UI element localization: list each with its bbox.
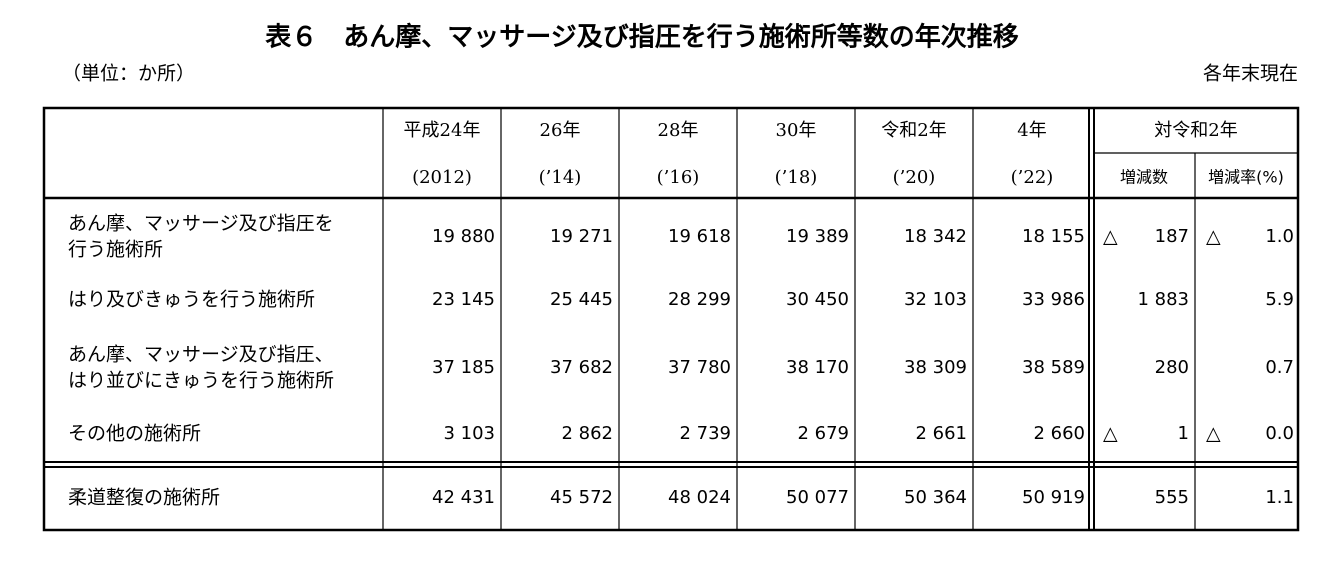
cell-value: 3 103 [443, 423, 495, 444]
compare-header: 対令和2年 [1154, 120, 1237, 141]
cell-value: 50 077 [786, 487, 849, 508]
column-era: 30年 [776, 120, 817, 141]
change-value: 187 [1155, 226, 1189, 247]
cell-value: 50 919 [1022, 487, 1085, 508]
cell-value: 38 170 [786, 357, 849, 378]
change-sign: △ [1103, 226, 1118, 248]
cell-value: 19 880 [432, 226, 495, 247]
cell-value: 19 618 [668, 226, 731, 247]
rate-value: 0.7 [1265, 357, 1294, 378]
cell-value: 42 431 [432, 487, 495, 508]
rate-value: 0.0 [1265, 423, 1294, 444]
column-year: (’14) [539, 167, 582, 188]
row-label: あん摩、マッサージ及び指圧、 [68, 344, 334, 366]
cell-value: 32 103 [904, 289, 967, 310]
row-label: あん摩、マッサージ及び指圧を [68, 213, 334, 235]
column-year: (2012) [412, 167, 472, 188]
change-value: 1 [1178, 423, 1189, 444]
as-of: 各年末現在 [1203, 63, 1298, 85]
cell-value: 37 185 [432, 357, 495, 378]
table-lines [42, 106, 1300, 532]
cell-value: 18 155 [1022, 226, 1085, 247]
column-year: (’22) [1011, 167, 1054, 188]
row-label: 行う施術所 [68, 239, 163, 261]
cell-value: 28 299 [668, 289, 731, 310]
cell-value: 19 271 [550, 226, 613, 247]
rate-header: 増減率(%) [1208, 168, 1284, 187]
column-year: (’16) [657, 167, 700, 188]
cell-value: 38 309 [904, 357, 967, 378]
row-label: はり及びきゅうを行う施術所 [68, 289, 315, 311]
column-era: 4年 [1017, 120, 1046, 141]
rate-value: 1.1 [1265, 487, 1294, 508]
column-era: 令和2年 [881, 120, 946, 141]
column-year: (’18) [775, 167, 818, 188]
cell-value: 2 661 [915, 423, 967, 444]
change-header: 増減数 [1120, 168, 1168, 187]
cell-value: 48 024 [668, 487, 731, 508]
cell-value: 18 342 [904, 226, 967, 247]
cell-value: 2 862 [561, 423, 613, 444]
rate-value: 5.9 [1265, 289, 1294, 310]
row-label: 柔道整復の施術所 [68, 487, 220, 509]
unit: （単位：か所） [62, 63, 195, 85]
cell-value: 25 445 [550, 289, 613, 310]
column-era: 26年 [540, 120, 581, 141]
change-value: 555 [1155, 487, 1189, 508]
cell-value: 2 739 [679, 423, 731, 444]
cell-value: 38 589 [1022, 357, 1085, 378]
cell-value: 19 389 [786, 226, 849, 247]
rate-value: 1.0 [1265, 226, 1294, 247]
cell-value: 30 450 [786, 289, 849, 310]
column-era: 平成24年 [404, 120, 481, 141]
cell-value: 2 660 [1033, 423, 1085, 444]
change-value: 1 883 [1137, 289, 1189, 310]
cell-value: 45 572 [550, 487, 613, 508]
change-sign: △ [1103, 423, 1118, 445]
row-label: その他の施術所 [68, 423, 201, 445]
cell-value: 23 145 [432, 289, 495, 310]
cell-value: 37 682 [550, 357, 613, 378]
change-value: 280 [1155, 357, 1189, 378]
cell-value: 2 679 [797, 423, 849, 444]
cell-value: 37 780 [668, 357, 731, 378]
column-era: 28年 [658, 120, 699, 141]
rate-sign: △ [1206, 423, 1221, 445]
cell-value: 50 364 [904, 487, 967, 508]
column-year: (’20) [893, 167, 936, 188]
rate-sign: △ [1206, 226, 1221, 248]
title: 表６ あん摩、マッサージ及び指圧を行う施術所等数の年次推移 [265, 22, 1018, 53]
cell-value: 33 986 [1022, 289, 1085, 310]
row-label: はり並びにきゅうを行う施術所 [68, 370, 334, 392]
